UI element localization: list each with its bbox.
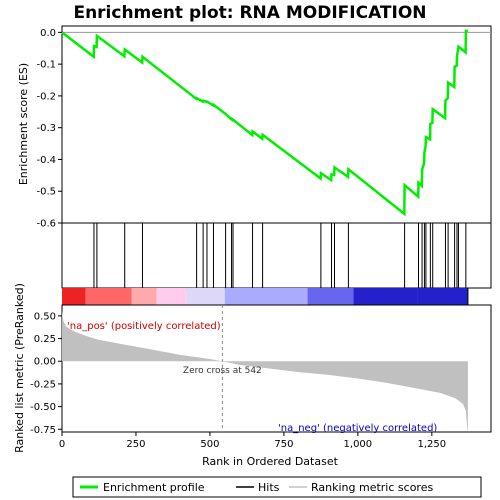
es-y-tick-label: 0.0 (40, 28, 56, 39)
ranking-bar-segment (62, 288, 86, 305)
legend-metric-label: Ranking metric scores (311, 481, 433, 494)
x-tick-label: 500 (200, 439, 219, 450)
legend-hits-label: Hits (258, 481, 280, 494)
enrichment-profile-line (61, 29, 468, 217)
ranking-color-bar (62, 288, 469, 305)
x-axis-label: Rank in Ordered Dataset (202, 455, 339, 468)
es-y-axis-label: Enrichment score (ES) (17, 63, 30, 185)
ranking-bar-segment (353, 288, 418, 305)
metric-y-axis-label: Ranked list metric (PreRanked) (13, 283, 26, 453)
es-y-tick-label: -0.6 (36, 219, 56, 230)
legend-frame (72, 476, 482, 498)
hits-panel (61, 222, 492, 289)
hits-panel-frame (61, 222, 492, 289)
ranking-bar-segment (85, 288, 132, 305)
ranking-bar-segment (131, 288, 157, 305)
metric-y-tick-label: -0.50 (30, 402, 56, 413)
metric-y-tick-label: -0.25 (30, 379, 56, 390)
metric-y-tick-label: -0.75 (30, 425, 56, 436)
es-panel-frame (61, 25, 492, 224)
metric-y-axis-ticks: 0.50 0.25 0.00 -0.25 -0.50 -0.75 (30, 311, 62, 436)
x-tick-label: 750 (274, 439, 293, 450)
x-tick-label: 1,250 (418, 439, 447, 450)
es-y-tick-label: -0.4 (36, 155, 56, 166)
x-tick-label: 0 (59, 439, 65, 450)
metric-panel: Zero cross at 542 'na_pos' (positively c… (13, 283, 492, 453)
metric-y-tick-label: 0.00 (34, 357, 56, 368)
chart-title: Enrichment plot: RNA MODIFICATION (73, 3, 426, 23)
ranking-bar-segment (307, 288, 354, 305)
es-panel: 0.0 -0.1 -0.2 -0.3 -0.4 -0.5 -0.6 Enrichment s… (17, 25, 492, 230)
ranking-bar-segment (417, 288, 468, 305)
legend: Enrichment profile Hits Ranking metric s… (72, 476, 482, 498)
legend-enrichment-label: Enrichment profile (103, 481, 205, 494)
es-y-tick-label: -0.2 (36, 91, 56, 102)
x-tick-label: 1,000 (344, 439, 373, 450)
es-y-tick-label: -0.1 (36, 60, 56, 71)
ranking-bar-segment (224, 288, 308, 305)
zero-cross-label: Zero cross at 542 (183, 366, 262, 376)
ranking-metric-area (62, 311, 468, 432)
ranking-bar-segment (156, 288, 187, 305)
x-axis-ticks: 0 250 500 750 1,000 1,250 (59, 432, 446, 450)
es-y-axis-ticks: 0.0 -0.1 -0.2 -0.3 -0.4 -0.5 -0.6 (36, 28, 62, 230)
positive-correlation-label: 'na_pos' (positively correlated) (67, 321, 221, 332)
es-y-tick-label: -0.3 (36, 123, 56, 134)
metric-y-tick-label: 0.25 (34, 334, 56, 345)
hit-markers (93, 223, 467, 288)
x-tick-label: 250 (126, 439, 145, 450)
metric-y-tick-label: 0.50 (34, 311, 56, 322)
es-y-tick-label: -0.5 (36, 187, 56, 198)
negative-correlation-label: 'na_neg' (negatively correlated) (278, 423, 437, 434)
ranking-bar-segment (186, 288, 225, 305)
